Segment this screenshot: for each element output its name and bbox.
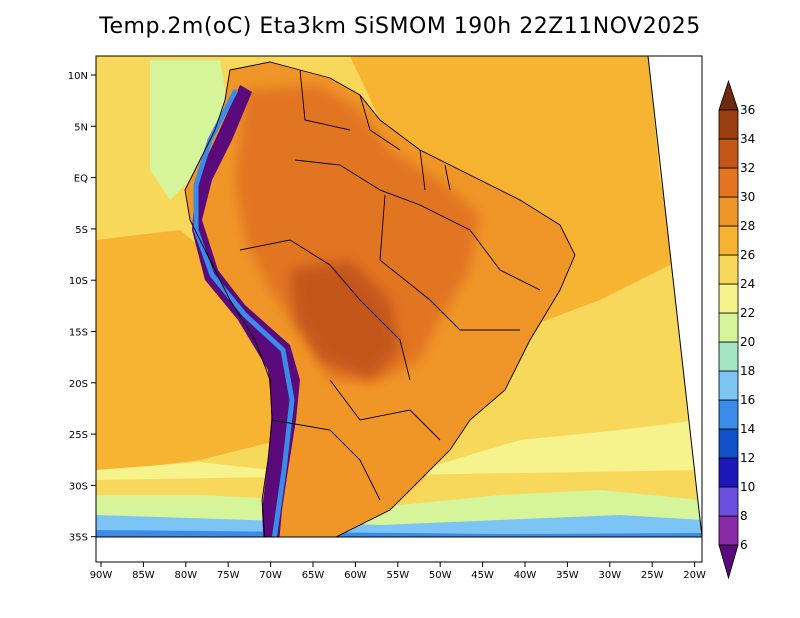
colorbar-label: 6 (740, 538, 748, 552)
colorbar-swatch (718, 428, 739, 459)
lon-label: 55W (386, 570, 409, 581)
lon-label: 25W (641, 570, 664, 581)
country-borders (184, 61, 576, 537)
colorbar-label: 34 (740, 132, 755, 146)
ocean-northwest-cool-zone (150, 60, 230, 200)
lon-label: 75W (217, 570, 240, 581)
colorbar-label: 24 (740, 277, 755, 291)
land-south-zone (310, 410, 440, 520)
colorbar-swatch (718, 341, 739, 372)
lon-label: 80W (174, 570, 197, 581)
temperature-colorbar: 6 8 10 12 14 16 18 20 22 24 26 28 30 32 34 36 (718, 79, 755, 580)
lat-label: 30S (69, 481, 88, 492)
colorbar-swatch (718, 167, 739, 198)
colorbar-swatch (718, 312, 739, 343)
lon-label: 20W (683, 570, 706, 581)
andes-edge (193, 88, 295, 537)
ocean-cool-zone (96, 420, 702, 490)
lon-label: 45W (471, 570, 494, 581)
land-hottest-zone (290, 260, 400, 380)
colorbar-label: 20 (740, 335, 755, 349)
colorbar-label: 26 (740, 248, 755, 262)
latitude-axis: 10N 5N EQ 5S 10S 15S 20S 25S 30S 35S (68, 71, 96, 544)
colorbar-label: 30 (740, 190, 755, 204)
colorbar-label: 36 (740, 103, 755, 117)
lon-label: 60W (344, 570, 367, 581)
colorbar-swatch (718, 486, 739, 517)
colorbar-max-triangle (718, 79, 739, 111)
ocean-coldest-zone (96, 530, 702, 537)
lon-label: 70W (259, 570, 282, 581)
colorbar-label: 32 (740, 161, 755, 175)
colorbar-label: 14 (740, 422, 755, 436)
colorbar-swatch (718, 225, 739, 256)
map-plot-area (96, 56, 702, 537)
colorbar-label: 28 (740, 219, 755, 233)
colorbar-label: 10 (740, 480, 755, 494)
lat-label: 10S (69, 276, 88, 287)
colorbar-label: 16 (740, 393, 755, 407)
lon-label: 85W (132, 570, 155, 581)
colorbar-swatch (718, 254, 739, 285)
lon-label: 65W (302, 570, 325, 581)
colorbar-label: 22 (740, 306, 755, 320)
colorbar-swatch (718, 196, 739, 227)
lat-label: 5N (74, 122, 88, 133)
lon-label: 90W (90, 570, 113, 581)
colorbar-swatch (718, 109, 739, 140)
lon-label: 35W (556, 570, 579, 581)
colorbar-min-triangle (718, 544, 739, 580)
andes-ridge (192, 85, 300, 537)
colorbar-swatch (718, 138, 739, 169)
colorbar-swatch (718, 457, 739, 488)
lat-label: 20S (69, 379, 88, 390)
lat-label: EQ (74, 174, 88, 185)
lat-label: 5S (75, 225, 88, 236)
lon-label: 30W (598, 570, 621, 581)
colorbar-swatch (718, 283, 739, 314)
colorbar-swatch (718, 399, 739, 430)
lat-label: 10N (68, 71, 88, 82)
colorbar-label: 12 (740, 451, 755, 465)
map-title: Temp.2m(oC) Eta3km SiSMOM 190h 22Z11NOV2… (99, 14, 701, 39)
lon-label: 50W (429, 570, 452, 581)
lon-label: 40W (514, 570, 537, 581)
colorbar-label: 18 (740, 364, 755, 378)
lat-label: 35S (69, 533, 88, 544)
colorbar-swatch (718, 515, 739, 546)
longitude-axis: 90W 85W 80W 75W 70W 65W 60W 55W 50W 45W 40W 35W 30W 2… (90, 562, 706, 581)
lat-label: 25S (69, 430, 88, 441)
colorbar-swatch (718, 370, 739, 401)
lat-label: 15S (69, 328, 88, 339)
colorbar-label: 8 (740, 509, 748, 523)
plot-box (95, 55, 703, 563)
